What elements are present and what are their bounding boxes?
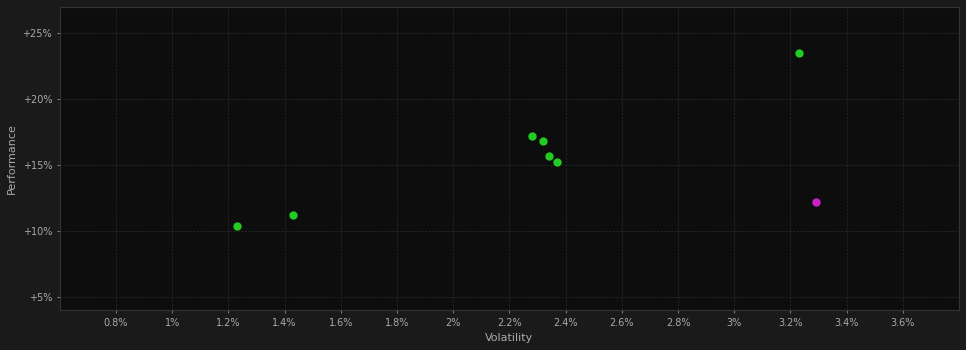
Point: [808, 199, 823, 205]
Point: [229, 223, 244, 228]
Point: [791, 50, 807, 56]
Point: [550, 160, 565, 165]
Point: [541, 153, 556, 159]
Point: [535, 139, 551, 144]
Point: [285, 212, 300, 218]
Point: [525, 133, 540, 139]
X-axis label: Volatility: Volatility: [485, 333, 533, 343]
Y-axis label: Performance: Performance: [7, 123, 17, 194]
